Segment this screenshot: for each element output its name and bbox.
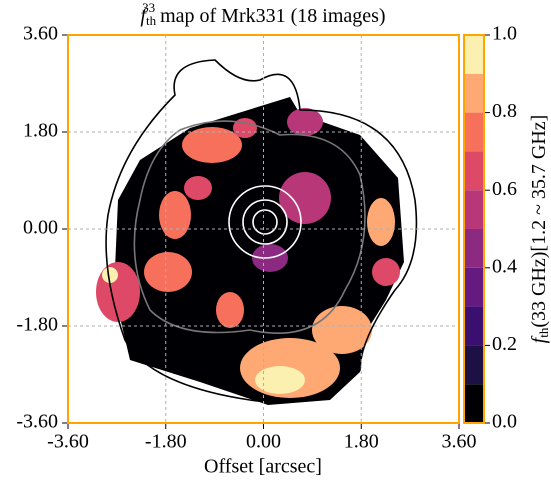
colorbar-band — [464, 151, 484, 190]
colorbar-band — [464, 35, 484, 74]
map — [96, 60, 416, 405]
y-tick-label: 1.80 — [23, 120, 58, 142]
x-tick-label: -1.80 — [145, 431, 187, 453]
colorbar-band — [464, 307, 484, 346]
colorbar-band — [464, 229, 484, 268]
colorbar-band — [464, 74, 484, 113]
x-tick-label: 3.60 — [442, 431, 477, 453]
x-tick-label: -3.60 — [47, 431, 89, 453]
page: fth33map of Mrk331 (18 images) Offset [a… — [0, 0, 551, 483]
x-tick-label: 1.80 — [344, 431, 379, 453]
colorbar-band — [464, 345, 484, 384]
y-tick-label: -1.80 — [16, 314, 58, 336]
chart: fth33map of Mrk331 (18 images) Offset [a… — [0, 0, 551, 483]
colorbar-tick-label: 0.4 — [492, 255, 517, 277]
colorbar-tick-label: 0.6 — [492, 178, 517, 200]
colorbar-band — [464, 384, 484, 423]
colorbar-label: fth(33 GHz)[1.2 ~ 35.7 GHz] — [528, 115, 551, 344]
colorbar-tick-label: 0.0 — [492, 411, 517, 433]
colorbar-band — [464, 190, 484, 229]
y-tick-label: 0.00 — [23, 217, 58, 239]
colorbar-band — [464, 113, 484, 152]
x-axis-label: Offset [arcsec] — [204, 456, 322, 478]
colorbar-band — [464, 268, 484, 307]
y-tick-label: -3.60 — [16, 411, 58, 433]
colorbar-tick-label: 1.0 — [492, 23, 517, 45]
colorbar-tick-label: 0.8 — [492, 100, 517, 122]
y-tick-label: 3.60 — [23, 23, 58, 45]
colorbar-tick-label: 0.2 — [492, 333, 517, 355]
x-tick-label: 0.00 — [246, 431, 281, 453]
